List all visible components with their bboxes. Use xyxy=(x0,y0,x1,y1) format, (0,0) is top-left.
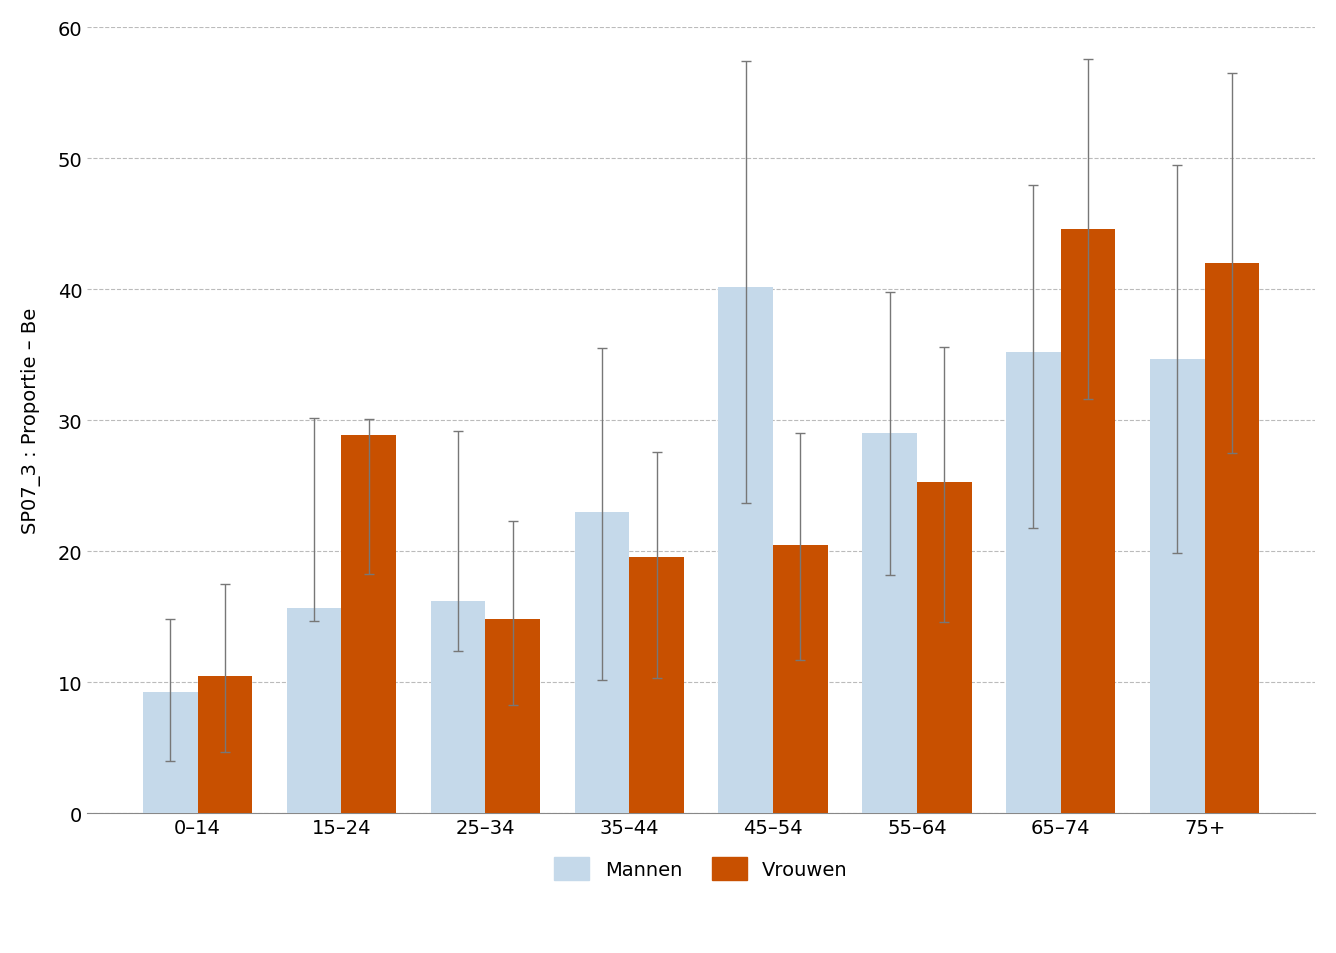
Legend: Mannen, Vrouwen: Mannen, Vrouwen xyxy=(545,847,858,890)
Bar xyxy=(342,436,397,814)
Bar xyxy=(916,482,971,814)
Bar xyxy=(1150,359,1205,814)
Bar xyxy=(629,557,684,814)
Bar xyxy=(485,619,540,814)
Bar xyxy=(862,434,916,814)
Bar xyxy=(574,513,629,814)
Bar xyxy=(430,601,485,814)
Bar xyxy=(1061,230,1116,814)
Bar xyxy=(1205,264,1260,814)
Bar xyxy=(287,608,342,814)
Y-axis label: SP07_3 : Proportie – Be: SP07_3 : Proportie – Be xyxy=(21,308,41,534)
Bar xyxy=(143,692,198,814)
Bar xyxy=(774,545,828,814)
Bar xyxy=(719,288,774,814)
Bar xyxy=(198,676,253,814)
Bar xyxy=(1006,353,1061,814)
